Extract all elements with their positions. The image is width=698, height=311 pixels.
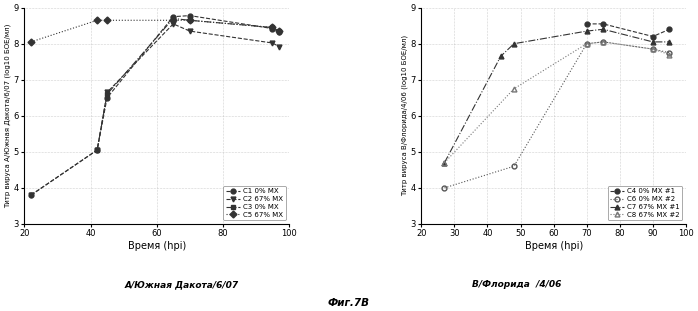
C2 67% MX [169,22,177,26]
C5 67% MX [169,18,177,22]
C6 0% MX #2 [510,165,518,168]
Text: Фиг.7B: Фиг.7B [328,298,370,308]
C6 0% MX #2 [665,51,674,55]
C5 67% MX [186,18,194,22]
C2 67% MX [103,91,111,94]
Legend: C4 0% MX #1, C6 0% MX #2, C7 67% MX #1, C8 67% MX #2: C4 0% MX #1, C6 0% MX #2, C7 67% MX #1, … [607,186,683,220]
C1 0% MX [186,14,194,17]
Y-axis label: Титр вируса А/Южная Дакота/6/07 (log10 БОЕ/мл): Титр вируса А/Южная Дакота/6/07 (log10 Б… [4,24,10,208]
C5 67% MX [93,18,101,22]
C1 0% MX [103,96,111,100]
Line: C8 67% MX #2: C8 67% MX #2 [442,39,672,165]
C4 0% MX #1 [665,27,674,31]
C7 67% MX #1 [496,54,505,58]
C6 0% MX #2 [583,42,591,46]
Legend: C1 0% MX, C2 67% MX, C3 0% MX, C5 67% MX: C1 0% MX, C2 67% MX, C3 0% MX, C5 67% MX [223,186,285,220]
C1 0% MX [268,27,276,30]
Y-axis label: Титр вируса В/Флорида/4/06 (log10 БОЕ/мл): Титр вируса В/Флорида/4/06 (log10 БОЕ/мл… [401,35,408,196]
C7 67% MX #1 [599,27,607,31]
C7 67% MX #1 [440,161,449,165]
C7 67% MX #1 [648,40,657,44]
C1 0% MX [27,193,35,197]
C5 67% MX [275,29,283,33]
C5 67% MX [103,18,111,22]
C2 67% MX [93,148,101,152]
C7 67% MX #1 [665,40,674,44]
C1 0% MX [275,30,283,34]
C8 67% MX #2 [599,40,607,44]
X-axis label: Время (hpi): Время (hpi) [524,241,583,251]
C8 67% MX #2 [440,161,449,165]
C2 67% MX [186,29,194,33]
C6 0% MX #2 [648,47,657,51]
C3 0% MX [93,148,101,152]
C3 0% MX [186,18,194,22]
C8 67% MX #2 [583,42,591,46]
C8 67% MX #2 [665,53,674,56]
Line: C3 0% MX: C3 0% MX [95,16,281,152]
Text: А/Южная Дакота/6/07: А/Южная Дакота/6/07 [124,280,239,289]
Line: C6 0% MX #2: C6 0% MX #2 [442,39,672,190]
C4 0% MX #1 [583,22,591,26]
C8 67% MX #2 [510,87,518,91]
C6 0% MX #2 [599,40,607,44]
C3 0% MX [103,92,111,96]
Line: C7 67% MX #1: C7 67% MX #1 [442,27,672,165]
C6 0% MX #2 [440,186,449,190]
C4 0% MX #1 [648,35,657,38]
C2 67% MX [275,45,283,49]
C7 67% MX #1 [510,42,518,46]
C2 67% MX [27,193,35,197]
Line: C5 67% MX: C5 67% MX [29,18,281,44]
Text: В/Флорида  /4/06: В/Флорида /4/06 [472,280,561,289]
C3 0% MX [169,16,177,20]
C8 67% MX #2 [648,47,657,51]
C3 0% MX [268,26,276,29]
C5 67% MX [27,40,35,44]
C4 0% MX #1 [599,22,607,26]
Line: C2 67% MX: C2 67% MX [29,21,281,197]
Line: C1 0% MX: C1 0% MX [29,13,281,197]
C5 67% MX [268,26,276,29]
C1 0% MX [93,148,101,152]
X-axis label: Время (hpi): Время (hpi) [128,241,186,251]
C3 0% MX [275,29,283,33]
Line: C4 0% MX #1: C4 0% MX #1 [584,21,672,39]
C1 0% MX [169,15,177,19]
C2 67% MX [268,41,276,45]
C7 67% MX #1 [583,29,591,33]
